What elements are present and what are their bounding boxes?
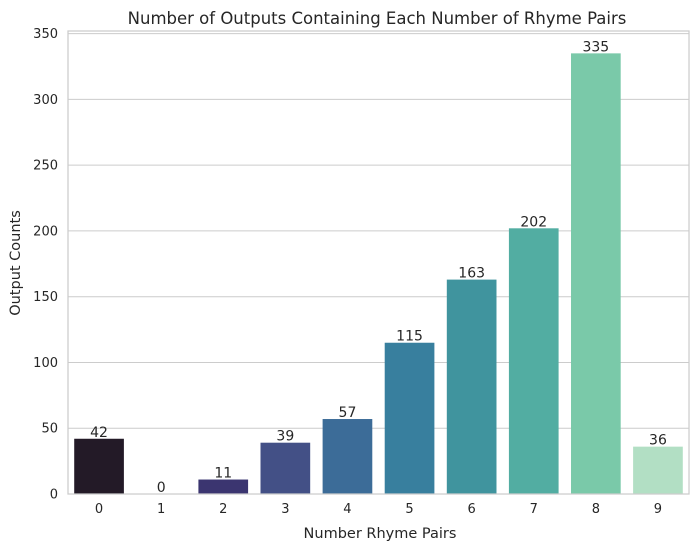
data-label-0: 42	[90, 425, 108, 441]
data-label-8: 335	[582, 39, 609, 55]
y-tick-label: 0	[50, 488, 58, 503]
data-label-3: 39	[276, 429, 294, 445]
x-axis-label: Number Rhyme Pairs	[304, 526, 457, 542]
y-tick-label: 300	[33, 93, 58, 108]
bar-6	[446, 279, 497, 494]
bar-4	[322, 419, 373, 494]
data-label-9: 36	[649, 433, 667, 449]
y-tick-label: 100	[33, 356, 58, 371]
y-tick-label: 350	[33, 27, 58, 42]
bar-9	[633, 446, 683, 494]
x-tick-label: 1	[157, 502, 165, 517]
data-label-4: 57	[339, 405, 357, 421]
x-tick-label: 6	[468, 502, 476, 517]
bars	[74, 53, 683, 495]
data-label-5: 115	[396, 329, 423, 345]
bar-5	[384, 342, 435, 494]
bar-2	[198, 479, 249, 494]
y-tick-label: 250	[33, 159, 58, 174]
y-tick-label: 150	[33, 290, 58, 305]
x-tick-label: 8	[592, 502, 600, 517]
x-tick-label: 5	[405, 502, 413, 517]
y-axis-label: Output Counts	[8, 210, 24, 316]
x-tick-labels: 0 1 2 3 4 5 6 7 8 9	[95, 502, 662, 517]
y-tick-labels: 0 50 100 150 200 250 300 350	[33, 27, 58, 502]
data-labels: 42 0 11 39 57 115 163 202 335 36	[90, 39, 667, 496]
x-tick-label: 7	[530, 502, 538, 517]
x-tick-label: 4	[343, 502, 351, 517]
x-tick-label: 2	[219, 502, 227, 517]
data-label-2: 11	[214, 466, 232, 482]
y-tick-label: 50	[41, 422, 58, 437]
y-gridlines	[68, 33, 689, 495]
x-tick-label: 0	[95, 502, 103, 517]
bar-8	[571, 53, 621, 495]
data-label-6: 163	[458, 266, 485, 282]
x-tick-label: 3	[281, 502, 289, 517]
bar-3	[260, 442, 311, 494]
data-label-7: 202	[520, 214, 547, 230]
plot-frame	[67, 30, 690, 495]
x-tick-label: 9	[654, 502, 662, 517]
chart-title: Number of Outputs Containing Each Number…	[128, 9, 627, 28]
bar-7	[508, 228, 559, 494]
bar-0	[74, 438, 124, 494]
y-tick-label: 200	[33, 224, 58, 239]
data-label-1: 0	[157, 480, 166, 496]
